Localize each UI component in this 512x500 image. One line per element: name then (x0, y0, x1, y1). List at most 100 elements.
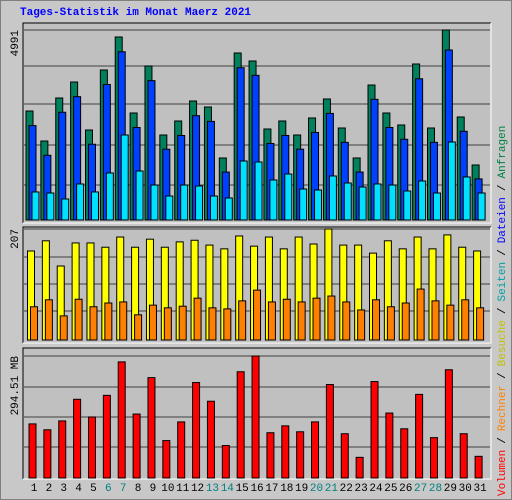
bar (444, 369, 453, 479)
bar (193, 297, 202, 341)
x-tick-label: 19 (295, 483, 308, 495)
bar (192, 382, 201, 479)
bar (87, 416, 96, 479)
bar (43, 429, 52, 479)
bar (284, 173, 293, 221)
bar (180, 184, 189, 221)
bar (132, 413, 141, 479)
legend-entry: Volumen (497, 450, 509, 496)
bar (102, 394, 111, 479)
bar (61, 198, 70, 221)
legend-entry: Dateien (497, 197, 509, 243)
x-tick-label: 2 (46, 483, 53, 495)
bar (28, 423, 37, 479)
x-tick-label: 21 (325, 483, 339, 495)
x-tick-label: 10 (161, 483, 174, 495)
bar (311, 421, 320, 479)
bar (476, 307, 485, 341)
x-tick-label: 4 (75, 483, 82, 495)
bar (30, 306, 38, 341)
bar (147, 377, 156, 479)
frame-edge (22, 347, 491, 479)
bar (90, 191, 99, 221)
bar (388, 184, 397, 221)
x-tick-label: 14 (221, 483, 235, 495)
legend-entry: Rechner (497, 385, 509, 431)
x-tick-label: 3 (60, 483, 67, 495)
bar (251, 355, 260, 479)
x-tick-label: 26 (399, 483, 412, 495)
legend-separator: / (497, 249, 509, 256)
bar (59, 315, 68, 341)
bar (343, 182, 352, 221)
legend-entry: Besuche (497, 320, 509, 366)
y-tick-label: 294.51 MB (10, 356, 22, 416)
bar (355, 456, 364, 479)
bar (73, 398, 82, 479)
x-tick-label: 7 (120, 483, 127, 495)
bar (416, 288, 425, 341)
x-tick-label: 1 (31, 483, 38, 495)
chart-title: Tages-Statistik im Monat Maerz 2021 (20, 7, 251, 19)
x-tick-label: 5 (90, 483, 97, 495)
bar (178, 305, 187, 341)
x-tick-label: 20 (310, 483, 323, 495)
bar (117, 361, 126, 479)
legend-entry: Seiten (497, 262, 509, 302)
bar (44, 299, 53, 341)
bar (209, 195, 218, 221)
bar (314, 189, 323, 221)
bar (224, 197, 233, 221)
bar (177, 421, 186, 479)
bar (195, 185, 204, 221)
x-tick-label: 8 (135, 483, 142, 495)
bar (386, 306, 395, 341)
bar (76, 183, 85, 221)
bar (148, 304, 157, 341)
bar (299, 188, 308, 221)
bar (104, 302, 113, 341)
bar (372, 299, 381, 341)
bar (418, 180, 427, 221)
bar (266, 432, 275, 479)
frame-edge (22, 22, 491, 223)
frame-edge (23, 348, 492, 480)
x-tick-label: 31 (473, 483, 487, 495)
bar (223, 308, 232, 341)
bar (357, 309, 366, 341)
bar (403, 190, 412, 221)
legend-entry: Anfragen (497, 126, 509, 179)
x-tick-label: 16 (250, 483, 263, 495)
bar (447, 141, 456, 221)
bar (119, 301, 128, 341)
x-tick-label: 12 (191, 483, 204, 495)
bar (267, 301, 276, 341)
frame-edge (23, 227, 492, 344)
bar (236, 371, 245, 479)
bar (429, 437, 438, 479)
x-tick-label: 11 (176, 483, 190, 495)
bar (238, 300, 247, 341)
bar (328, 175, 337, 221)
bar (120, 134, 129, 221)
x-tick-label: 6 (105, 483, 112, 495)
x-tick-label: 28 (429, 483, 442, 495)
bar (74, 298, 83, 341)
bar (474, 455, 483, 479)
x-tick-label: 9 (150, 483, 157, 495)
bar (165, 195, 174, 221)
bar (297, 301, 306, 341)
bar (162, 440, 171, 479)
legend-separator: / (497, 437, 509, 444)
bar (461, 299, 470, 341)
y-tick-label: 207 (10, 229, 22, 249)
bar (46, 192, 55, 221)
frame-edge (23, 23, 492, 224)
bar (400, 428, 409, 479)
bar (459, 433, 468, 479)
x-tick-label: 23 (355, 483, 368, 495)
bar (370, 381, 379, 479)
bar (477, 192, 486, 221)
bar (358, 186, 367, 221)
